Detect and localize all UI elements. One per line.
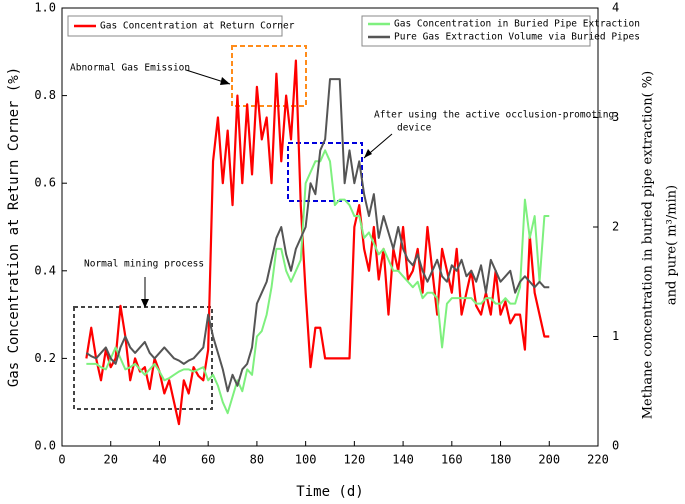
annotation-box — [287, 142, 363, 202]
y-tick-label: 0.6 — [34, 176, 56, 190]
y2-tick-label: 1 — [612, 329, 619, 343]
annotation-box — [73, 306, 213, 410]
y2-tick-label: 3 — [612, 110, 619, 124]
annotation: Normal mining process — [84, 259, 204, 270]
y2-tick-label: 0 — [612, 439, 619, 453]
x-tick-label: 140 — [392, 453, 414, 467]
x-tick-label: 160 — [441, 453, 463, 467]
y2-axis-label: and pure( m³/min) — [665, 185, 680, 305]
series-line — [85, 59, 550, 426]
x-tick-label: 60 — [201, 453, 215, 467]
x-tick-label: 200 — [538, 453, 560, 467]
y-tick-label: 0.0 — [34, 439, 56, 453]
x-tick-label: 180 — [490, 453, 512, 467]
y-tick-label: 0.2 — [34, 351, 56, 365]
annotation: Abnormal Gas Emission — [70, 63, 190, 74]
x-tick-label: 100 — [295, 453, 317, 467]
x-tick-label: 220 — [587, 453, 609, 467]
annotation: device — [397, 123, 432, 134]
plot-frame — [61, 7, 599, 447]
legend-label: Gas Concentration at Return Corner — [100, 21, 295, 32]
x-tick-label: 80 — [250, 453, 264, 467]
y-tick-label: 0.8 — [34, 88, 56, 102]
legend-label: Pure Gas Extraction Volume via Buried Pi… — [394, 32, 640, 43]
arrow-head — [364, 149, 372, 158]
y2-tick-label: 4 — [612, 1, 619, 15]
y-tick-label: 0.4 — [34, 263, 56, 277]
series-line — [85, 78, 550, 393]
series-line — [86, 149, 550, 415]
y2-tick-label: 2 — [612, 220, 619, 234]
y-tick-label: 1.0 — [34, 1, 56, 15]
annotation: After using the active occlusion-promoti… — [374, 110, 614, 121]
x-tick-label: 20 — [104, 453, 118, 467]
arrow-head — [220, 77, 230, 85]
annotation-box — [231, 45, 307, 107]
x-axis-label: Time (d) — [296, 484, 363, 500]
x-tick-label: 40 — [152, 453, 166, 467]
y-axis-label: Gas Concentration at Return Corner (%) — [6, 67, 22, 387]
y2-axis-label: Methane concentration in buried pipe ext… — [641, 71, 656, 420]
legend-label: Gas Concentration in Buried Pipe Extract… — [394, 19, 640, 30]
legend-box — [67, 15, 283, 37]
annotation-boxes — [73, 45, 393, 410]
x-tick-label: 120 — [344, 453, 366, 467]
arrow-head — [141, 299, 149, 308]
legend-box — [361, 15, 591, 47]
x-tick-label: 0 — [58, 453, 65, 467]
